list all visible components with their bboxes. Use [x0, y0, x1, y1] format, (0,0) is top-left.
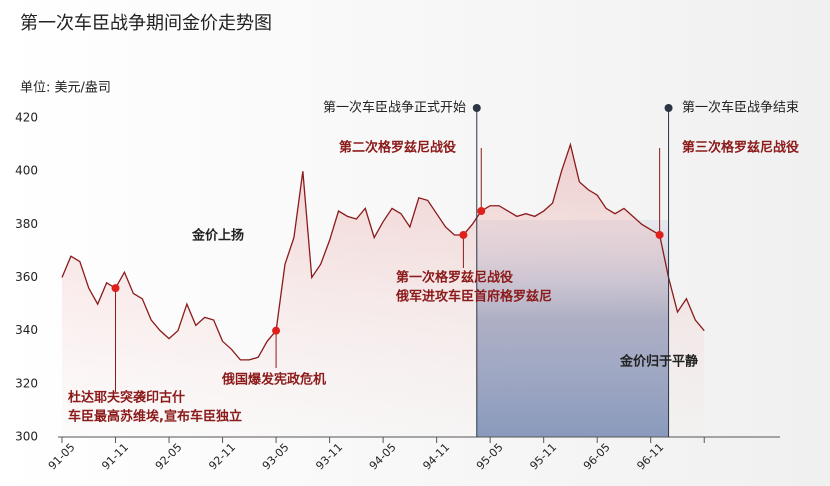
y-tick-label: 380 [15, 217, 38, 231]
y-tick-label: 300 [15, 430, 38, 444]
chart-title: 第一次车臣战争期间金价走势图 [20, 13, 272, 34]
y-tick-label: 360 [15, 270, 38, 284]
annotation: 俄国爆发宪政危机 [221, 372, 326, 388]
event-dot [272, 326, 281, 335]
price-line [61, 142, 705, 361]
annotation: 第一次格罗兹尼战役 [396, 270, 513, 286]
war-marker-dot [472, 104, 481, 112]
y-tick-label: 340 [15, 323, 38, 337]
event-dot [477, 207, 486, 216]
y-tick-label: 420 [15, 111, 38, 125]
y-tick-label: 400 [15, 164, 38, 178]
event-dot [655, 230, 664, 239]
event-dot [111, 284, 120, 293]
event-dot [459, 230, 468, 239]
annotation: 第二次格罗兹尼战役 [339, 140, 456, 156]
war-marker-dot [664, 104, 673, 112]
annotation: 第三次格罗兹尼战役 [682, 140, 799, 156]
annotation: 金价上扬 [191, 228, 244, 244]
annotation: 第一次车臣战争正式开始 [323, 100, 466, 116]
annotation: 杜达耶夫突袭印古什 [68, 390, 185, 406]
annotation: 金价归于平静 [619, 354, 698, 370]
annotation: 俄军进攻车臣首府格罗兹尼 [395, 289, 552, 305]
line-area [62, 144, 705, 438]
annotation: 车臣最高苏维埃,宣布车臣独立 [68, 409, 242, 425]
y-axis-label: 单位: 美元/盎司 [20, 81, 111, 96]
annotation: 第一次车臣战争结束 [682, 100, 799, 116]
y-tick-label: 320 [15, 376, 38, 390]
